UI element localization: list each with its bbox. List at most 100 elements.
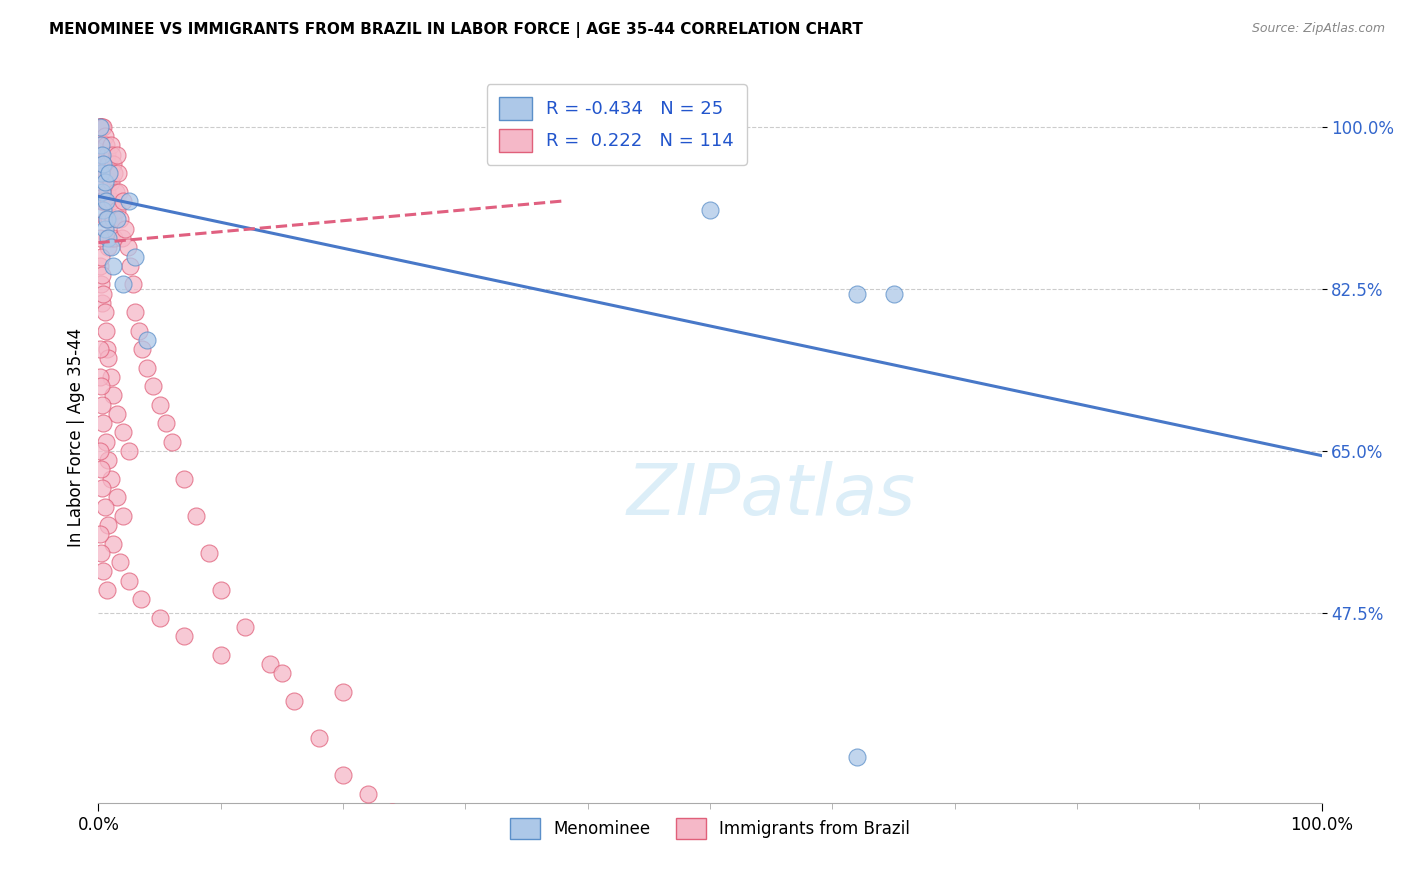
Point (98, 212, 121, 227)
Point (883, 286, 905, 301)
Point (197, 546, 219, 560)
Point (105, 147, 128, 161)
Point (90, 277, 112, 292)
Point (89, 120, 111, 134)
Point (94, 166, 117, 180)
Point (103, 166, 125, 180)
Point (107, 166, 129, 180)
Point (93, 221, 115, 235)
Point (89, 120, 111, 134)
Point (94, 194, 117, 208)
Point (173, 629, 195, 643)
Point (117, 240, 139, 254)
Point (96, 212, 118, 227)
Point (97, 351, 120, 366)
Point (209, 582, 232, 597)
Point (308, 731, 330, 745)
Point (111, 277, 134, 292)
Point (90, 462, 112, 476)
Point (91, 295, 114, 310)
Point (100, 472, 122, 486)
Point (111, 508, 134, 523)
Point (233, 620, 256, 634)
Point (94, 324, 117, 338)
Point (356, 787, 378, 801)
Point (93, 305, 115, 319)
Text: Source: ZipAtlas.com: Source: ZipAtlas.com (1251, 22, 1385, 36)
Point (96, 147, 118, 161)
Point (332, 684, 354, 698)
Point (91, 286, 114, 301)
Point (259, 657, 281, 671)
Point (101, 147, 124, 161)
Point (142, 379, 165, 393)
Point (91, 120, 114, 134)
Point (91, 147, 114, 161)
Point (90, 138, 112, 153)
Point (98, 166, 121, 180)
Point (89, 259, 111, 273)
Point (131, 342, 153, 356)
Point (118, 444, 141, 458)
Point (96, 342, 118, 356)
Point (90, 250, 112, 264)
Point (103, 231, 125, 245)
Point (97, 157, 120, 171)
Point (100, 231, 122, 245)
Point (101, 388, 124, 402)
Point (100, 370, 122, 384)
Point (101, 194, 124, 208)
Point (124, 305, 146, 319)
Point (90, 176, 112, 190)
Point (90, 379, 112, 393)
Point (93, 157, 115, 171)
Point (120, 259, 142, 273)
Point (186, 508, 208, 523)
Point (94, 138, 117, 153)
Point (91, 157, 114, 171)
Point (270, 666, 294, 681)
Point (96, 231, 118, 245)
Point (111, 425, 134, 440)
Point (111, 194, 134, 208)
Text: MENOMINEE VS IMMIGRANTS FROM BRAZIL IN LABOR FORCE | AGE 35-44 CORRELATION CHART: MENOMINEE VS IMMIGRANTS FROM BRAZIL IN L… (49, 22, 863, 38)
Point (90, 546, 112, 560)
Point (91, 565, 114, 579)
Point (89, 120, 111, 134)
Point (94, 212, 117, 227)
Point (128, 324, 150, 338)
Point (91, 194, 114, 208)
Point (136, 360, 159, 375)
Text: ZIPatlas: ZIPatlas (627, 461, 915, 530)
Point (160, 434, 183, 449)
Point (97, 240, 120, 254)
Point (101, 536, 124, 550)
Point (91, 481, 114, 495)
Point (91, 203, 114, 218)
Point (121, 277, 143, 292)
Point (381, 805, 404, 819)
Point (845, 749, 868, 764)
Point (155, 416, 177, 430)
Point (93, 176, 115, 190)
Point (114, 221, 136, 235)
Point (91, 185, 114, 199)
Point (124, 250, 146, 264)
Point (91, 416, 114, 430)
Point (89, 138, 111, 153)
Point (136, 333, 159, 347)
Point (332, 768, 354, 782)
Point (91, 157, 114, 171)
Point (91, 398, 114, 412)
Point (699, 203, 721, 218)
Point (101, 212, 124, 227)
Point (93, 194, 115, 208)
Point (90, 194, 112, 208)
Point (149, 398, 172, 412)
Point (111, 231, 134, 245)
Point (173, 472, 195, 486)
Point (209, 648, 232, 662)
Point (110, 212, 132, 227)
Point (90, 157, 112, 171)
Point (89, 527, 111, 541)
